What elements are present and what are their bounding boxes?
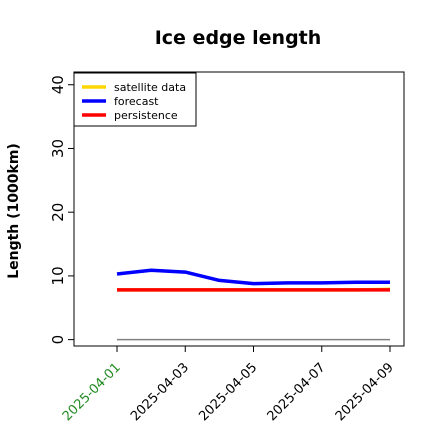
y-axis-label: Length (1000km) xyxy=(6,143,22,279)
y-tick-label: 40 xyxy=(49,75,67,94)
y-tick-label: 30 xyxy=(49,139,67,158)
x-tick-label: 2025-04-09 xyxy=(333,360,397,424)
plot-area-frame xyxy=(73,71,405,347)
x-axis-ticks: 2025-04-01 2025-04-03 2025-04-05 2025-04-07… xyxy=(60,346,397,424)
x-tick-label: 2025-04-01 xyxy=(60,360,124,424)
chart-title: Ice edge length xyxy=(155,27,322,49)
x-tick-label: 2025-04-03 xyxy=(128,360,192,424)
y-tick-label: 0 xyxy=(49,335,67,345)
y-axis-ticks: 0 10 20 30 40 xyxy=(49,75,74,344)
legend-label: forecast xyxy=(114,95,159,108)
series-lines xyxy=(116,268,391,341)
x-tick-label: 2025-04-05 xyxy=(196,360,260,424)
series-line-forecast xyxy=(116,268,390,286)
x-tick-label: 2025-04-07 xyxy=(265,360,329,424)
y-tick-label: 20 xyxy=(49,203,67,222)
legend-label: persistence xyxy=(114,109,178,122)
legend-label: satellite data xyxy=(114,81,186,94)
y-tick-label: 10 xyxy=(49,266,67,285)
